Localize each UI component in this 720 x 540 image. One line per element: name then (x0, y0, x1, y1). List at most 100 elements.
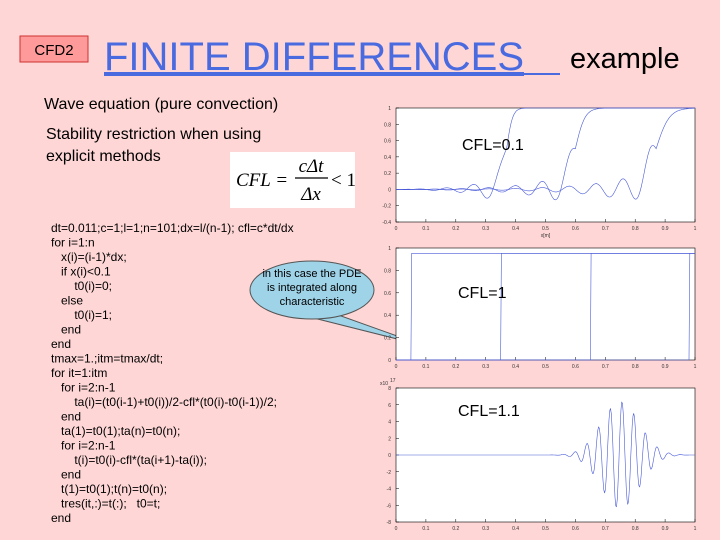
y-tick-label: 2 (388, 436, 391, 442)
y-tick-label: -0.2 (382, 204, 391, 210)
x-tick-label: 0.3 (482, 226, 489, 232)
x-tick-label: 0.3 (482, 526, 489, 532)
tag: CFD2 (34, 42, 73, 59)
y-tick-label: 0.8 (384, 122, 391, 128)
y-tick-label: 0.8 (384, 268, 391, 274)
y-tick-label: -4 (387, 487, 392, 493)
x-tick-label: 0.4 (512, 226, 519, 232)
axis-exponent: x10 (380, 381, 388, 387)
callout-line: in this case the PDE (262, 268, 361, 280)
x-axis-label: x[m] (541, 233, 551, 239)
callout (249, 260, 375, 320)
solution-curve (396, 401, 695, 508)
code-line: x(i)=(i-1)*dx; (51, 250, 127, 264)
title: FINITE DIFFERENCES (104, 35, 524, 79)
plot-area (395, 107, 696, 223)
x-tick-label: 0 (395, 364, 398, 370)
x-tick-label: 0.9 (662, 364, 669, 370)
subtitle: Wave equation (pure convection) (44, 96, 278, 113)
x-tick-label: 0.2 (452, 526, 459, 532)
y-tick-label: 4 (388, 420, 391, 426)
formula-rhs: < 1 (331, 170, 356, 191)
x-tick-label: 0.1 (422, 526, 429, 532)
code-line: t0(i)=0; (51, 279, 112, 293)
code-line: end (51, 468, 81, 482)
formula-box (230, 152, 355, 208)
callout-line: characteristic (280, 296, 345, 308)
solution-curve (396, 107, 695, 200)
y-tick-label: -8 (387, 520, 392, 526)
stability-line: explicit methods (46, 148, 161, 165)
x-tick-label: 0.6 (572, 526, 579, 532)
x-tick-label: 0.6 (572, 226, 579, 232)
plots: 0 0.1 0.2 0.3 0.4 0.5 0.6 0.7 0.8 0.9 1 -0.4 -0.2 0 0.… (380, 106, 697, 532)
y-tick-label: 1 (388, 106, 391, 112)
x-tick-label: 0.4 (512, 526, 519, 532)
x-tick-label: 0.7 (602, 226, 609, 232)
code-line: for it=1:itm (51, 366, 107, 380)
x-tick-label: 0.6 (572, 364, 579, 370)
x-tick-label: 0 (395, 526, 398, 532)
x-tick-label: 0 (395, 226, 398, 232)
y-tick-label: 0 (388, 187, 391, 193)
code-line: for i=2:n-1 (51, 381, 116, 395)
y-tick-label: 6 (388, 403, 391, 409)
code-line: end (51, 511, 71, 525)
code-line: ta(1)=t0(1);ta(n)=t0(n); (51, 424, 180, 438)
y-tick-label: 0.6 (384, 139, 391, 145)
x-tick-label: 1 (694, 226, 697, 232)
x-tick-label: 1 (694, 526, 697, 532)
y-tick-label: -0.4 (382, 220, 391, 226)
x-tick-label: 0.5 (542, 226, 549, 232)
x-tick-label: 0.8 (632, 226, 639, 232)
code-line: end (51, 337, 71, 351)
code-line: ta(i)=(t0(i-1)+t0(i))/2-cfl*(t0(i)-t0(i-… (51, 395, 277, 409)
code-line: tres(it,:)=t(:); t0=t; (51, 497, 160, 511)
code-block: dt=0.011;c=1;l=1;n=101;dx=l/(n-1); cfl=c… (51, 221, 294, 525)
x-tick-label: 0.9 (662, 226, 669, 232)
code-line: t0(i)=1; (51, 308, 112, 322)
x-tick-label: 0.2 (452, 364, 459, 370)
stability-line: Stability restriction when using (46, 126, 261, 143)
y-tick-label: 1 (388, 246, 391, 252)
code-line: for i=1:n (51, 236, 95, 250)
plot-label: CFL=1.1 (458, 403, 520, 420)
code-line: end (51, 410, 81, 424)
code-line: end (51, 323, 81, 337)
y-tick-label: 8 (388, 386, 391, 392)
x-tick-label: 0.5 (542, 364, 549, 370)
code-line: else (51, 294, 83, 308)
plot-label: CFL=0.1 (462, 137, 524, 154)
x-tick-label: 0.2 (452, 226, 459, 232)
code-line: t(1)=t0(1);t(n)=t0(n); (51, 482, 167, 496)
y-tick-label: -6 (387, 503, 392, 509)
y-tick-label: 0 (388, 358, 391, 364)
y-tick-label: 0.2 (384, 336, 391, 342)
code-line: if x(i)<0.1 (51, 265, 111, 279)
x-tick-label: 0.9 (662, 526, 669, 532)
plot-area (395, 247, 696, 361)
y-tick-label: 0.4 (384, 155, 391, 161)
code-line: for i=2:n-1 (51, 439, 116, 453)
x-tick-label: 0.4 (512, 364, 519, 370)
plot-label: CFL=1 (458, 285, 507, 302)
tag-box (19, 35, 89, 63)
callout-line: is integrated along (267, 282, 357, 294)
y-tick-label: -2 (387, 470, 392, 476)
y-tick-label: 0 (388, 453, 391, 459)
solution-curve (396, 253, 695, 361)
code-line: dt=0.011;c=1;l=1;n=101;dx=l/(n-1); cfl=c… (51, 221, 294, 235)
x-tick-label: 0.8 (632, 364, 639, 370)
axis-exponent-power: 17 (390, 378, 396, 384)
x-tick-label: 0.1 (422, 364, 429, 370)
x-tick-label: 0.8 (632, 526, 639, 532)
y-tick-label: 0.2 (384, 171, 391, 177)
x-tick-label: 0.5 (542, 526, 549, 532)
y-tick-label: 0.6 (384, 291, 391, 297)
formula-numerator: cΔt (299, 156, 325, 177)
title-suffix: example (570, 43, 680, 75)
code-line: t(i)=t0(i)-cfl*(ta(i+1)-ta(i)); (51, 453, 207, 467)
x-tick-label: 0.1 (422, 226, 429, 232)
x-tick-label: 0.7 (602, 364, 609, 370)
